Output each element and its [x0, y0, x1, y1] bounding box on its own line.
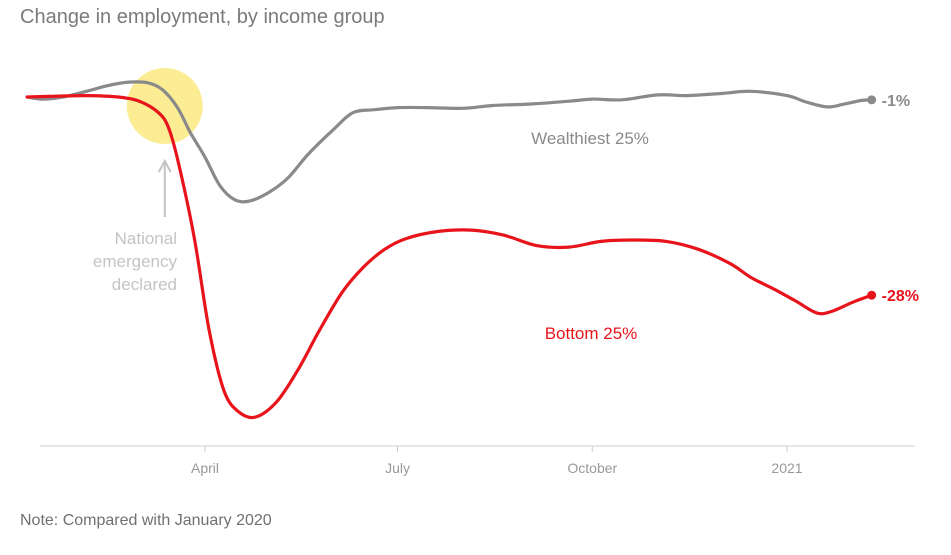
chart-labels: -1% Wealthiest 25% -28% Bottom 25% — [531, 93, 919, 343]
series-name-label-bottom: Bottom 25% — [545, 324, 638, 343]
series-lines — [25, 80, 877, 420]
x-tick-label: October — [567, 460, 617, 476]
line-chart: April July October 2021 National emergency de… — [25, 68, 919, 476]
series-line-wealthy — [25, 80, 874, 204]
x-tick-label: April — [191, 460, 219, 476]
annotation-text: declared — [112, 275, 177, 294]
x-tick-label: July — [385, 460, 410, 476]
series-end-label-bottom: -28% — [882, 288, 919, 305]
series-line-bottom — [25, 93, 874, 420]
x-tick-label: 2021 — [771, 460, 802, 476]
annotation-arrow-head — [157, 158, 172, 173]
series-name-label-wealthy: Wealthiest 25% — [531, 129, 649, 148]
emergency-highlight: National emergency declared — [93, 68, 203, 294]
series-end-marker-bottom — [867, 290, 877, 300]
chart-note: Note: Compared with January 2020 — [20, 512, 272, 529]
annotation-text: National — [115, 229, 177, 248]
chart-title: Change in employment, by income group — [20, 6, 385, 28]
series-end-label-wealthy: -1% — [882, 93, 910, 110]
emergency-highlight-circle — [126, 68, 203, 144]
annotation-text: emergency — [93, 252, 178, 271]
x-axis: April July October 2021 — [40, 445, 915, 476]
series-end-marker-wealthy — [867, 95, 877, 105]
